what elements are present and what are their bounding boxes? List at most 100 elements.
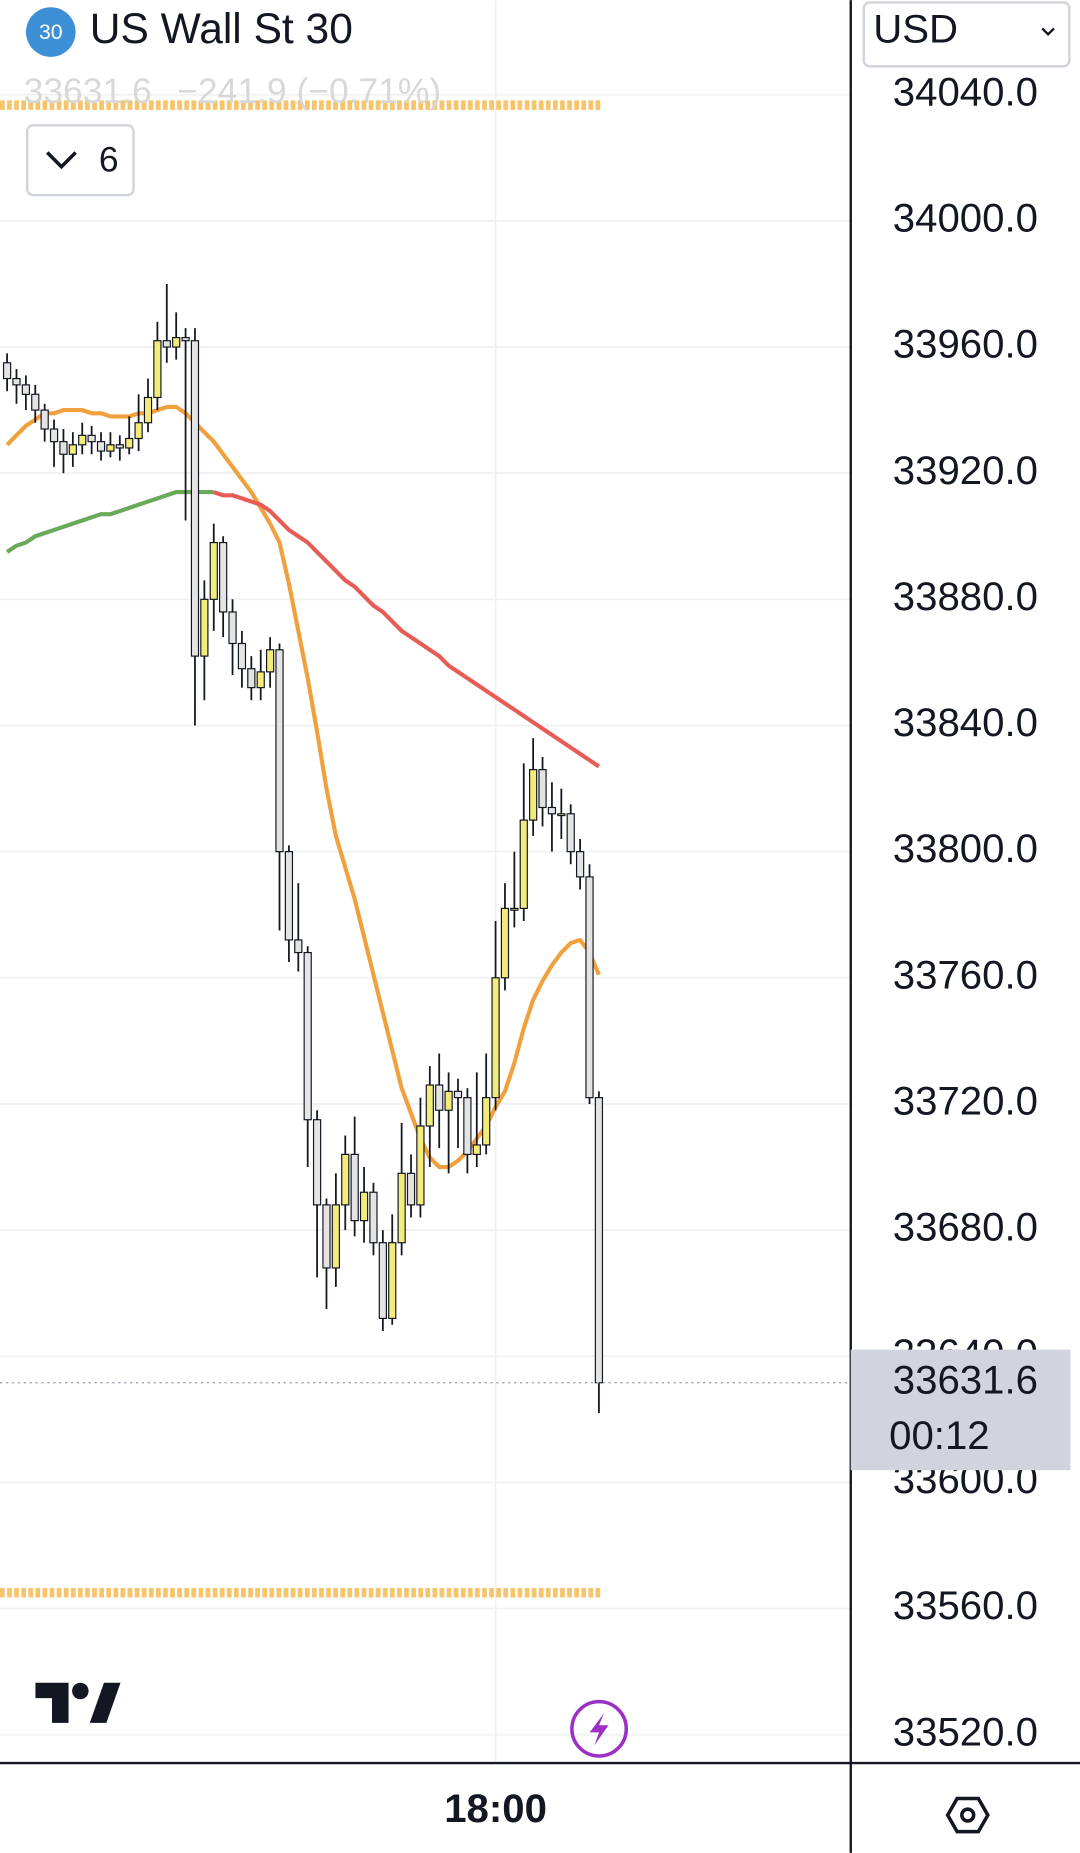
candle-body [237, 642, 247, 670]
chevron-icon [46, 151, 77, 170]
candle-body [153, 340, 162, 399]
candle-body [397, 1172, 406, 1244]
candle-body [96, 441, 106, 452]
plot [0, 100, 851, 1598]
candle-body [68, 444, 77, 455]
candle-body [106, 444, 115, 452]
candle-body [406, 1172, 416, 1206]
lightning-button[interactable] [570, 1699, 629, 1758]
symbol-badge [25, 7, 76, 57]
candle-body [31, 393, 40, 411]
candle-body [284, 851, 294, 941]
candle-body [575, 851, 585, 878]
candle-body [275, 649, 284, 853]
overlay: 33631.6 00:12 [850, 1349, 1071, 1471]
y-tick-label: 33720.0 [893, 1079, 1038, 1124]
candle-body [190, 340, 200, 657]
candle-body [12, 377, 21, 386]
candle-body [134, 422, 143, 440]
settings-button[interactable] [945, 1796, 990, 1834]
y-tick-label: 33880.0 [893, 574, 1038, 619]
candle-body [78, 434, 87, 446]
indicator-count: 6 [99, 139, 119, 179]
candle-body [115, 444, 124, 449]
candle-body [294, 939, 303, 954]
candle-body [500, 907, 510, 979]
candle-body [350, 1153, 359, 1222]
y-tick-label: 33920.0 [893, 448, 1038, 493]
y-tick-label: 33520.0 [893, 1709, 1038, 1754]
grid [0, 0, 851, 1764]
dropdown-icon [1041, 27, 1055, 37]
candle-body [40, 409, 49, 430]
candle-body [359, 1191, 369, 1222]
candle-body [378, 1242, 387, 1319]
y-tick-label: 33840.0 [893, 700, 1038, 745]
candle-body [491, 977, 500, 1099]
moving-average-line [5, 404, 601, 1170]
candle-body [519, 819, 528, 909]
candle-body [247, 668, 256, 689]
candle-body [444, 1090, 453, 1111]
candle-body [557, 813, 566, 817]
candle-body [369, 1191, 378, 1244]
candle-body [425, 1084, 434, 1127]
candle-body [256, 671, 265, 689]
candle-body [585, 876, 594, 1099]
candle-body [594, 1097, 604, 1384]
candle-body [200, 598, 209, 657]
y-tick-label: 34040.0 [893, 69, 1038, 114]
last-price: 33631.6 [24, 71, 152, 111]
candle-body [529, 769, 538, 821]
last-price-label: 33631.6 [893, 1357, 1038, 1402]
last-price-box [850, 1349, 1071, 1471]
candle-body [482, 1097, 491, 1146]
y-tick-label: 33760.0 [893, 952, 1038, 997]
moving-average-line [5, 490, 214, 554]
candle-body [463, 1097, 472, 1155]
currency-select[interactable] [862, 1, 1071, 68]
candle-body [435, 1084, 444, 1111]
candle-body [49, 428, 59, 443]
y-tick-label: 33680.0 [893, 1205, 1038, 1250]
candle-body [219, 541, 228, 613]
candle-body [2, 362, 12, 380]
candle-body [331, 1204, 341, 1269]
candle-body [547, 806, 557, 815]
symbol-badge-text: 30 [39, 20, 63, 44]
candle-body [322, 1204, 331, 1269]
candle-body [87, 434, 96, 443]
candle-body [265, 649, 275, 673]
candle-body [59, 441, 68, 455]
candle-body [162, 340, 171, 348]
candle-body [303, 951, 312, 1121]
candle-body [453, 1090, 463, 1099]
candle-body [566, 813, 575, 853]
candle-body [341, 1153, 350, 1206]
y-tick-label: 33960.0 [893, 322, 1038, 367]
candle-body [209, 541, 218, 600]
currency-label: USD [873, 7, 958, 52]
candle-body [538, 769, 547, 809]
x-tick-label: 18:00 [444, 1786, 547, 1831]
y-tick-label: 34000.0 [893, 195, 1038, 240]
candle-body [125, 437, 134, 449]
candle-body [181, 336, 190, 342]
candle-body [228, 611, 237, 645]
logo [35, 1682, 121, 1723]
y-tick-label: 33800.0 [893, 826, 1038, 871]
candle-body [172, 336, 181, 348]
candle-body [510, 907, 519, 911]
price-change: −241.9 (−0.71%) [177, 71, 441, 111]
indicators-toggle[interactable] [25, 124, 135, 197]
candle-body [143, 396, 153, 424]
candle-body [472, 1144, 481, 1155]
countdown-label: 00:12 [889, 1413, 990, 1458]
moving-average-line [213, 490, 601, 769]
symbol-name[interactable]: US Wall St 30 [90, 5, 353, 53]
candle-body [21, 384, 31, 395]
y-tick-label: 33560.0 [893, 1583, 1038, 1628]
